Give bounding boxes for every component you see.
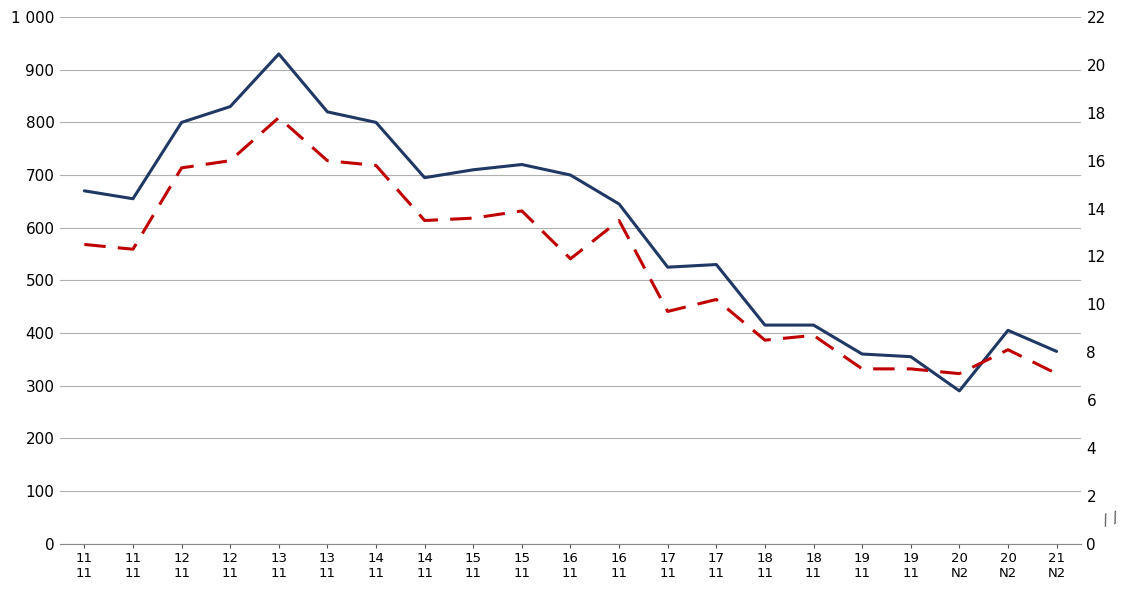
Text: / /: / / — [1101, 511, 1120, 529]
